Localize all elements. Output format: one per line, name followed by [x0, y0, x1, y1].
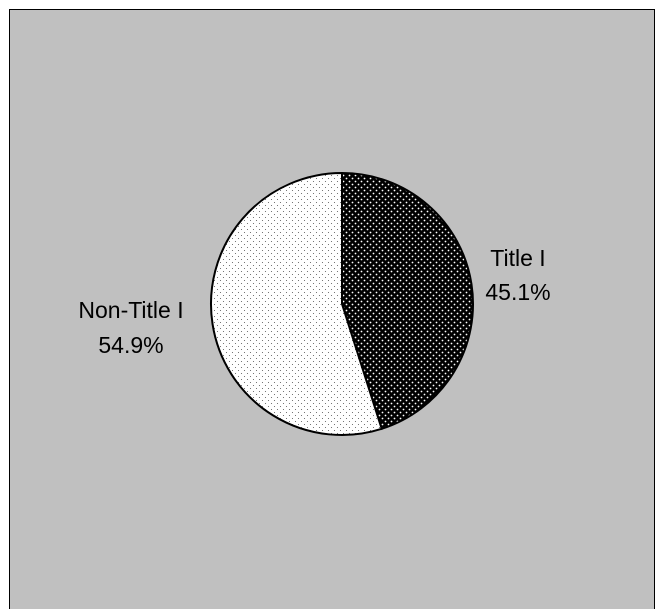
slice-label-title-i: Title I [490, 245, 545, 271]
pie-slice-title-i [341, 171, 474, 431]
slice-value-non-title-i: 54.9% [98, 332, 163, 358]
pie-chart: Title I 45.1% Non-Title I 54.9% [78, 171, 551, 436]
slice-value-title-i: 45.1% [485, 279, 550, 305]
slice-label-non-title-i: Non-Title I [78, 297, 183, 323]
pie-slice-non-title-i [210, 171, 383, 436]
pie-slices [210, 171, 474, 436]
